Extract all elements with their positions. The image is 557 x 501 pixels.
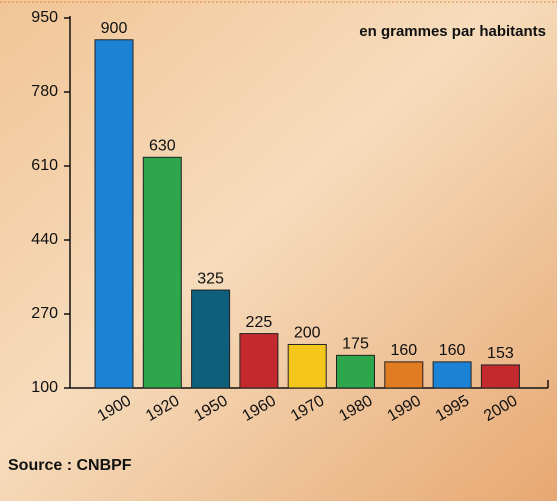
- bar: [95, 40, 133, 388]
- value-label: 630: [149, 138, 176, 155]
- bar: [192, 290, 230, 388]
- bar: [240, 334, 278, 388]
- value-label: 900: [101, 20, 128, 37]
- bar: [385, 362, 423, 388]
- bar: [288, 344, 326, 388]
- bar: [337, 355, 375, 388]
- y-tick-label: 610: [31, 157, 58, 174]
- bar: [433, 362, 471, 388]
- bar: [143, 157, 181, 388]
- bar: [481, 365, 519, 388]
- value-label: 225: [246, 314, 273, 331]
- y-tick-label: 100: [31, 379, 58, 396]
- y-tick-label: 780: [31, 83, 58, 100]
- value-label: 160: [439, 342, 466, 359]
- value-label: 200: [294, 325, 321, 342]
- background: [0, 0, 557, 501]
- value-label: 160: [390, 342, 417, 359]
- value-label: 153: [487, 345, 514, 362]
- value-label: 175: [342, 336, 369, 353]
- y-tick-label: 440: [31, 231, 58, 248]
- chart: en grammes par habitants Source : CNBPF …: [0, 0, 557, 501]
- y-tick-label: 270: [31, 305, 58, 322]
- value-label: 325: [197, 270, 224, 287]
- annotation: en grammes par habitants: [359, 23, 546, 40]
- y-tick-label: 950: [31, 9, 58, 26]
- source: Source : CNBPF: [8, 457, 132, 474]
